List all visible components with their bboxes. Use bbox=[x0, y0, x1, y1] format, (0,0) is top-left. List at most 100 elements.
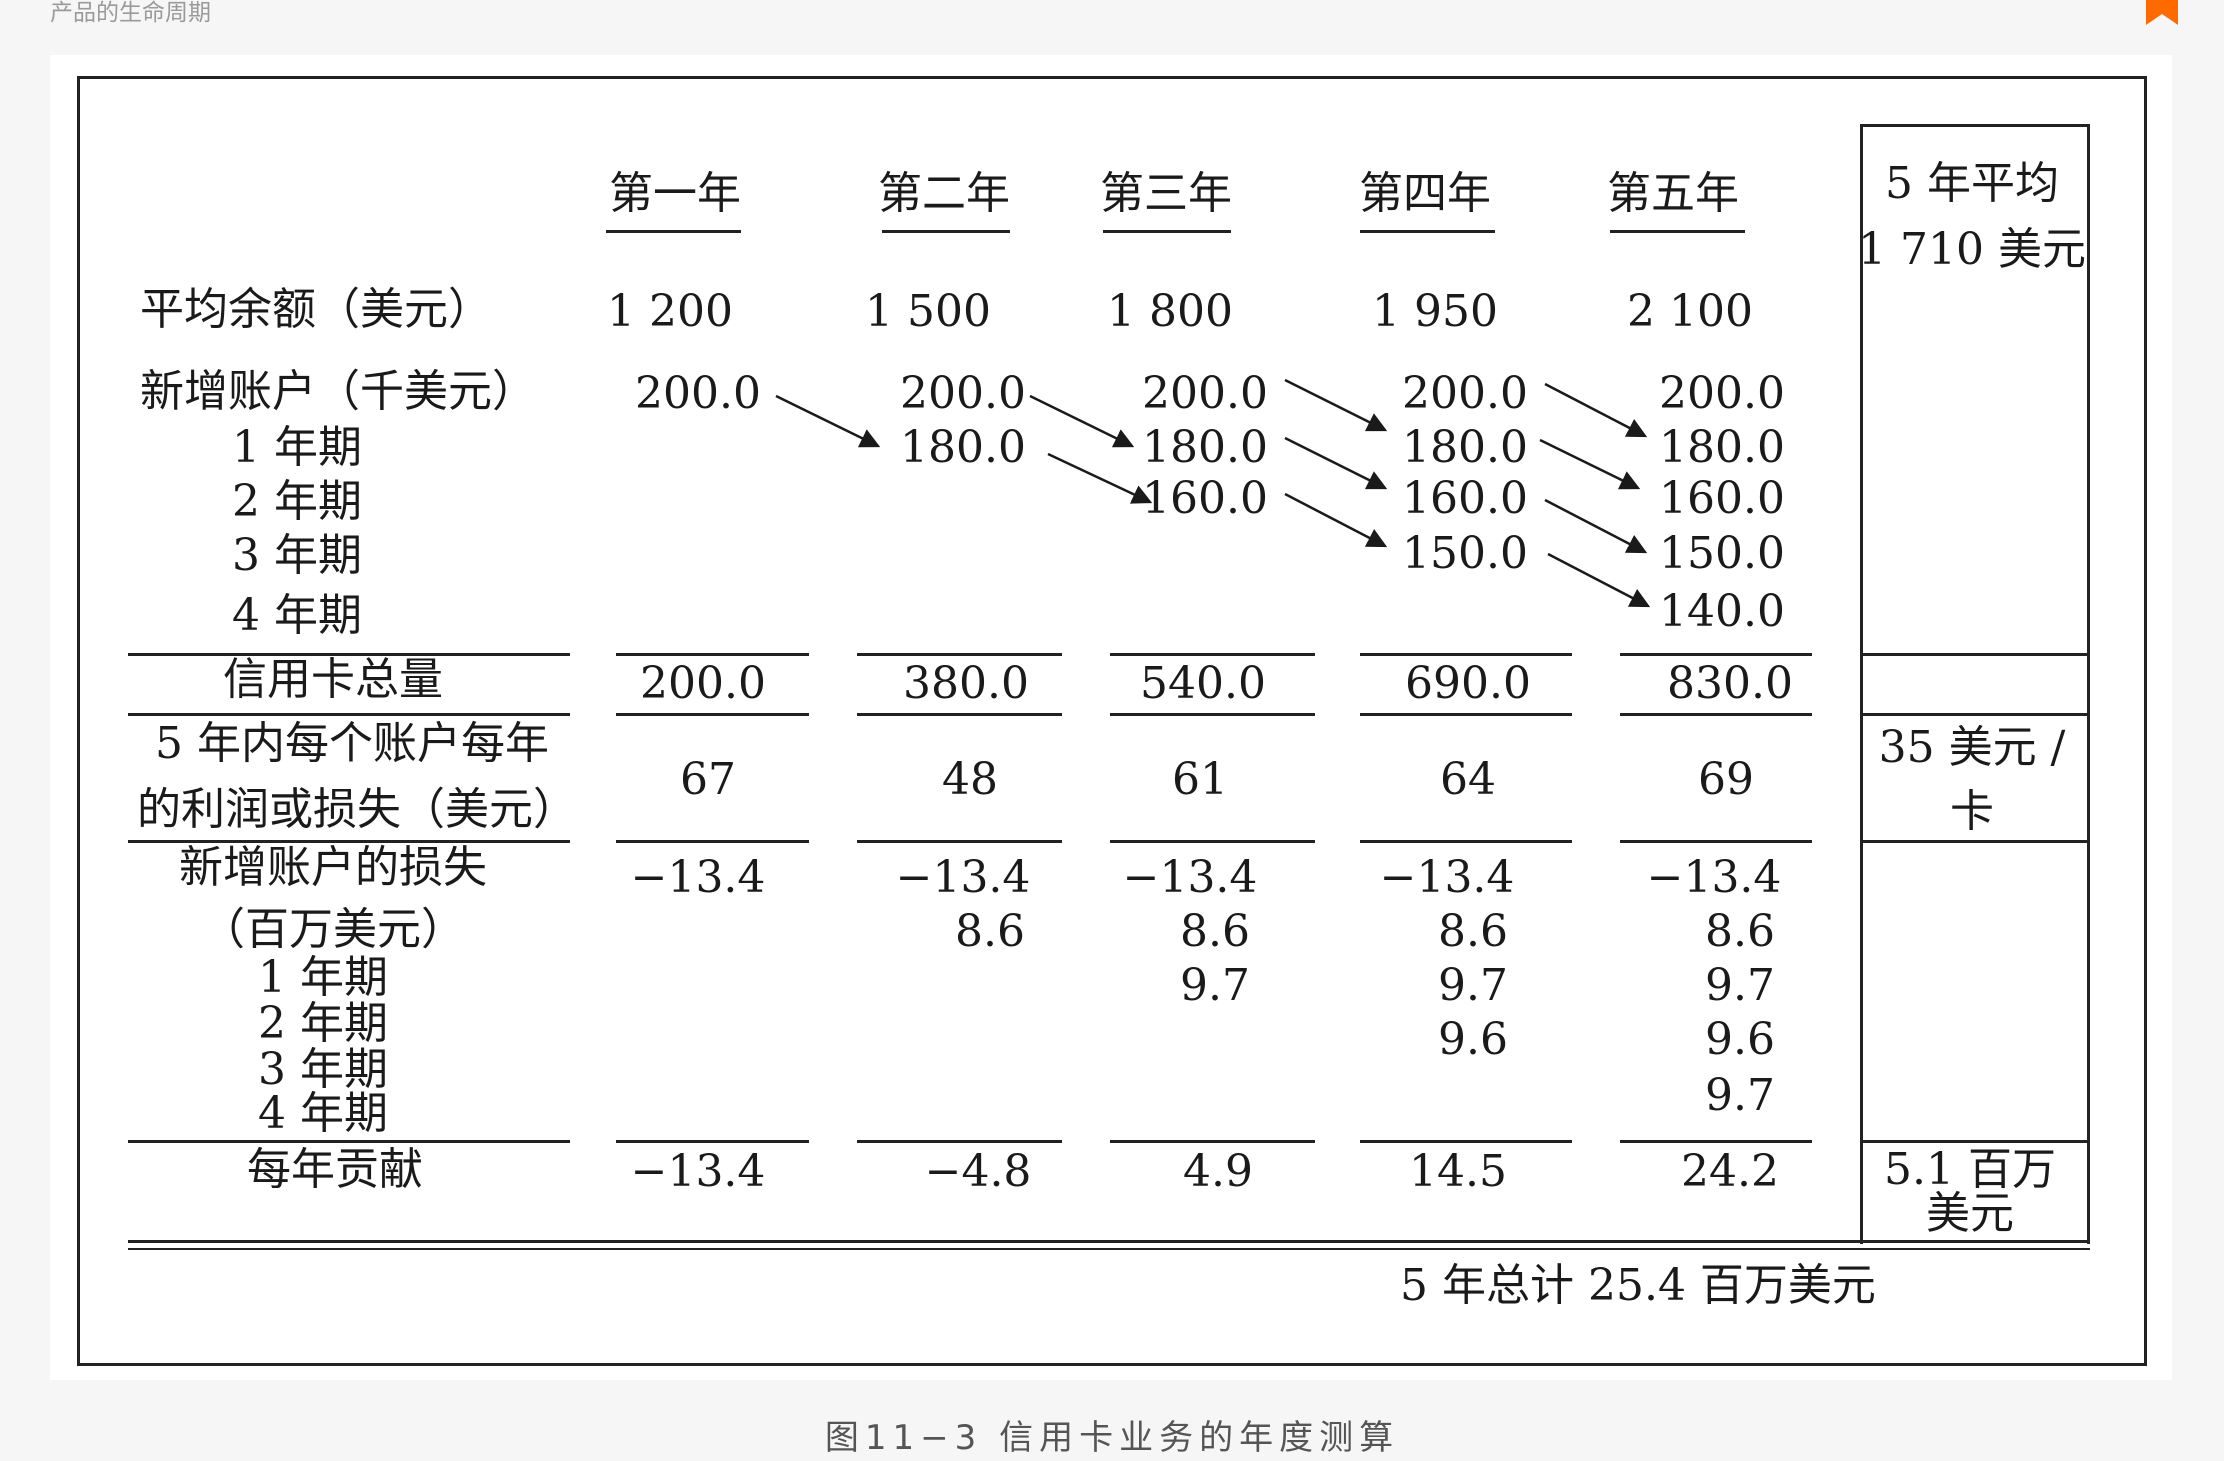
loss-period-2: 2 年期 bbox=[258, 998, 388, 1049]
total-cards-4: 690.0 bbox=[1405, 658, 1531, 709]
loss-label-line1: 新增账户的损失 bbox=[179, 842, 487, 893]
profit-loss-label-line2: 的利润或损失（美元） bbox=[137, 784, 577, 835]
figure-caption: 图11−3 信用卡业务的年度测算 bbox=[824, 1418, 1400, 1458]
loss-y4-r0: −13.4 bbox=[1379, 852, 1515, 903]
year-header-underline-5 bbox=[1610, 230, 1745, 233]
new-acc-y3-r1: 180.0 bbox=[1142, 422, 1268, 473]
rule-y3-2 bbox=[1110, 713, 1315, 716]
total-cards-5: 830.0 bbox=[1667, 658, 1793, 709]
rule-y5-4 bbox=[1620, 1140, 1812, 1143]
rule-label-2 bbox=[128, 713, 570, 716]
profit-loss-3: 61 bbox=[1172, 754, 1228, 805]
total-cards-1: 200.0 bbox=[640, 658, 766, 709]
rule-avg-3 bbox=[1860, 840, 2090, 843]
new-acc-y5-r4: 140.0 bbox=[1659, 586, 1785, 637]
avg-box-top bbox=[1860, 124, 2090, 127]
loss-y5-r4: 9.7 bbox=[1705, 1070, 1775, 1121]
year-header-2: 第二年 bbox=[878, 168, 1010, 219]
new-accounts-label: 新增账户（千美元） bbox=[140, 366, 536, 417]
total-cards-2: 380.0 bbox=[903, 658, 1029, 709]
contribution-2: −4.8 bbox=[924, 1146, 1032, 1197]
new-accounts-period-4: 4 年期 bbox=[232, 590, 362, 641]
bottom-rule-2 bbox=[128, 1248, 2090, 1250]
rule-y3-1 bbox=[1110, 653, 1315, 656]
rule-avg-4 bbox=[1860, 1140, 2090, 1143]
year-header-4: 第四年 bbox=[1359, 168, 1491, 219]
contribution-3: 4.9 bbox=[1183, 1146, 1253, 1197]
loss-y5-r0: −13.4 bbox=[1646, 852, 1782, 903]
loss-y1-r0: −13.4 bbox=[630, 852, 766, 903]
loss-y4-r1: 8.6 bbox=[1438, 906, 1508, 957]
total-cards-3: 540.0 bbox=[1140, 658, 1266, 709]
rule-y4-1 bbox=[1360, 653, 1572, 656]
loss-y3-r1: 8.6 bbox=[1180, 906, 1250, 957]
avg-box-left bbox=[1860, 124, 1863, 1244]
new-acc-y5-r1: 180.0 bbox=[1659, 422, 1785, 473]
avg-header-line2: 1 710 美元 bbox=[1858, 224, 2086, 275]
new-acc-y2-r0: 200.0 bbox=[900, 368, 1026, 419]
new-acc-y1-r0: 200.0 bbox=[635, 368, 761, 419]
rule-label-3 bbox=[128, 840, 570, 843]
avg-balance-label: 平均余额（美元） bbox=[140, 284, 492, 335]
profit-loss-avg-line1: 35 美元 / bbox=[1878, 722, 2066, 773]
rule-avg-1 bbox=[1860, 653, 2090, 656]
figure-frame bbox=[77, 76, 2147, 1366]
year-header-5: 第五年 bbox=[1607, 168, 1739, 219]
loss-y2-r0: −13.4 bbox=[895, 852, 1031, 903]
rule-y1-1 bbox=[616, 653, 809, 656]
loss-y5-r1: 8.6 bbox=[1705, 906, 1775, 957]
avg-header-line1: 5 年平均 bbox=[1885, 158, 2059, 209]
rule-avg-2 bbox=[1860, 713, 2090, 716]
rule-y5-2 bbox=[1620, 713, 1812, 716]
new-acc-y2-r1: 180.0 bbox=[900, 422, 1026, 473]
rule-y4-3 bbox=[1360, 840, 1572, 843]
rule-y4-4 bbox=[1360, 1140, 1572, 1143]
total-cards-label: 信用卡总量 bbox=[223, 654, 443, 705]
rule-y3-4 bbox=[1110, 1140, 1315, 1143]
contribution-4: 14.5 bbox=[1409, 1146, 1507, 1197]
loss-y4-r3: 9.6 bbox=[1438, 1014, 1508, 1065]
rule-y4-2 bbox=[1360, 713, 1572, 716]
page-title: 产品的生命周期 bbox=[50, 0, 211, 26]
new-accounts-period-2: 2 年期 bbox=[232, 476, 362, 527]
year-header-underline-4 bbox=[1360, 230, 1495, 233]
avg-balance-2: 1 500 bbox=[865, 286, 991, 337]
contribution-5: 24.2 bbox=[1681, 1146, 1779, 1197]
new-acc-y3-r0: 200.0 bbox=[1142, 368, 1268, 419]
rule-y1-4 bbox=[616, 1140, 809, 1143]
loss-label-line2: （百万美元） bbox=[201, 904, 465, 955]
avg-balance-3: 1 800 bbox=[1107, 286, 1233, 337]
page-header: 产品的生命周期 bbox=[0, 0, 2224, 50]
rule-y5-1 bbox=[1620, 653, 1812, 656]
rule-y1-2 bbox=[616, 713, 809, 716]
avg-balance-4: 1 950 bbox=[1372, 286, 1498, 337]
five-year-total: 5 年总计 25.4 百万美元 bbox=[1400, 1260, 1876, 1311]
new-acc-y5-r3: 150.0 bbox=[1659, 528, 1785, 579]
new-acc-y4-r2: 160.0 bbox=[1402, 473, 1528, 524]
loss-y3-r2: 9.7 bbox=[1180, 960, 1250, 1011]
rule-y2-2 bbox=[857, 713, 1062, 716]
bookmark-icon[interactable] bbox=[2146, 0, 2178, 25]
bottom-rule-1 bbox=[128, 1240, 2090, 1243]
new-acc-y4-r0: 200.0 bbox=[1402, 368, 1528, 419]
profit-loss-1: 67 bbox=[680, 754, 736, 805]
new-acc-y3-r2: 160.0 bbox=[1142, 473, 1268, 524]
rule-y2-1 bbox=[857, 653, 1062, 656]
loss-period-1: 1 年期 bbox=[258, 952, 388, 1003]
loss-period-3: 3 年期 bbox=[258, 1044, 388, 1095]
avg-balance-5: 2 100 bbox=[1627, 286, 1753, 337]
rule-y2-3 bbox=[857, 840, 1062, 843]
year-header-3: 第三年 bbox=[1100, 168, 1232, 219]
rule-y5-3 bbox=[1620, 840, 1812, 843]
new-acc-y5-r0: 200.0 bbox=[1659, 368, 1785, 419]
profit-loss-4: 64 bbox=[1440, 754, 1496, 805]
profit-loss-label-line1: 5 年内每个账户每年 bbox=[155, 718, 549, 769]
rule-y3-3 bbox=[1110, 840, 1315, 843]
contribution-1: −13.4 bbox=[630, 1146, 766, 1197]
rule-y1-3 bbox=[616, 840, 809, 843]
year-header-underline-2 bbox=[882, 230, 1010, 233]
profit-loss-2: 48 bbox=[942, 754, 998, 805]
new-accounts-period-3: 3 年期 bbox=[232, 530, 362, 581]
contribution-label: 每年贡献 bbox=[247, 1144, 423, 1195]
loss-y5-r2: 9.7 bbox=[1705, 960, 1775, 1011]
